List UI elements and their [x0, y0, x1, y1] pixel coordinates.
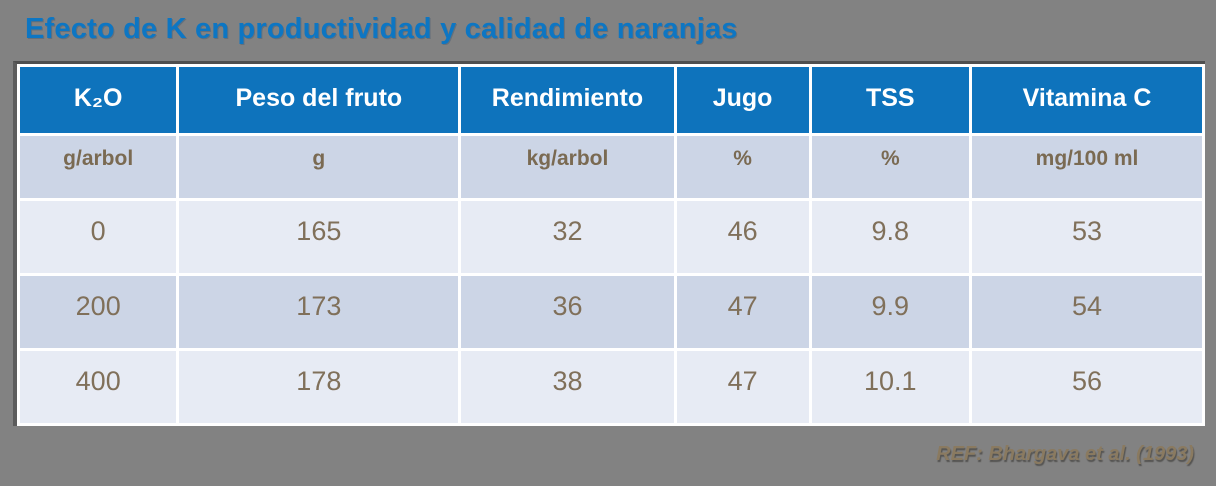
unit-vitamina-c: mg/100 ml [972, 136, 1202, 198]
cell-value: 54 [972, 276, 1202, 348]
column-header-rendimiento: Rendimiento [461, 67, 674, 133]
cell-value: 165 [179, 201, 459, 273]
cell-value: 38 [461, 351, 674, 423]
cell-value: 178 [179, 351, 459, 423]
cell-value: 0 [20, 201, 177, 273]
data-table-container: K₂O Peso del fruto Rendimiento Jugo TSS … [13, 61, 1205, 426]
table-row: 200 173 36 47 9.9 54 [20, 276, 1202, 348]
data-table: K₂O Peso del fruto Rendimiento Jugo TSS … [17, 64, 1205, 426]
unit-jugo: % [676, 136, 809, 198]
cell-value: 173 [179, 276, 459, 348]
cell-value: 200 [20, 276, 177, 348]
unit-k2o: g/arbol [20, 136, 177, 198]
table-header-row: K₂O Peso del fruto Rendimiento Jugo TSS … [20, 67, 1202, 133]
reference-citation: REF: Bhargava et al. (1993) [936, 443, 1194, 465]
unit-rendimiento: kg/arbol [461, 136, 674, 198]
cell-value: 32 [461, 201, 674, 273]
column-header-peso-fruto: Peso del fruto [179, 67, 459, 133]
cell-value: 47 [676, 276, 809, 348]
column-header-k2o: K₂O [20, 67, 177, 133]
table-row: 400 178 38 47 10.1 56 [20, 351, 1202, 423]
cell-value: 56 [972, 351, 1202, 423]
cell-value: 47 [676, 351, 809, 423]
column-header-jugo: Jugo [676, 67, 809, 133]
cell-value: 46 [676, 201, 809, 273]
cell-value: 9.8 [811, 201, 970, 273]
column-header-tss: TSS [811, 67, 970, 133]
unit-tss: % [811, 136, 970, 198]
cell-value: 400 [20, 351, 177, 423]
unit-peso-fruto: g [179, 136, 459, 198]
table-units-row: g/arbol g kg/arbol % % mg/100 ml [20, 136, 1202, 198]
cell-value: 10.1 [811, 351, 970, 423]
column-header-vitamina-c: Vitamina C [972, 67, 1202, 133]
cell-value: 53 [972, 201, 1202, 273]
table-row: 0 165 32 46 9.8 53 [20, 201, 1202, 273]
cell-value: 9.9 [811, 276, 970, 348]
cell-value: 36 [461, 276, 674, 348]
page-title: Efecto de K en productividad y calidad d… [25, 13, 738, 45]
